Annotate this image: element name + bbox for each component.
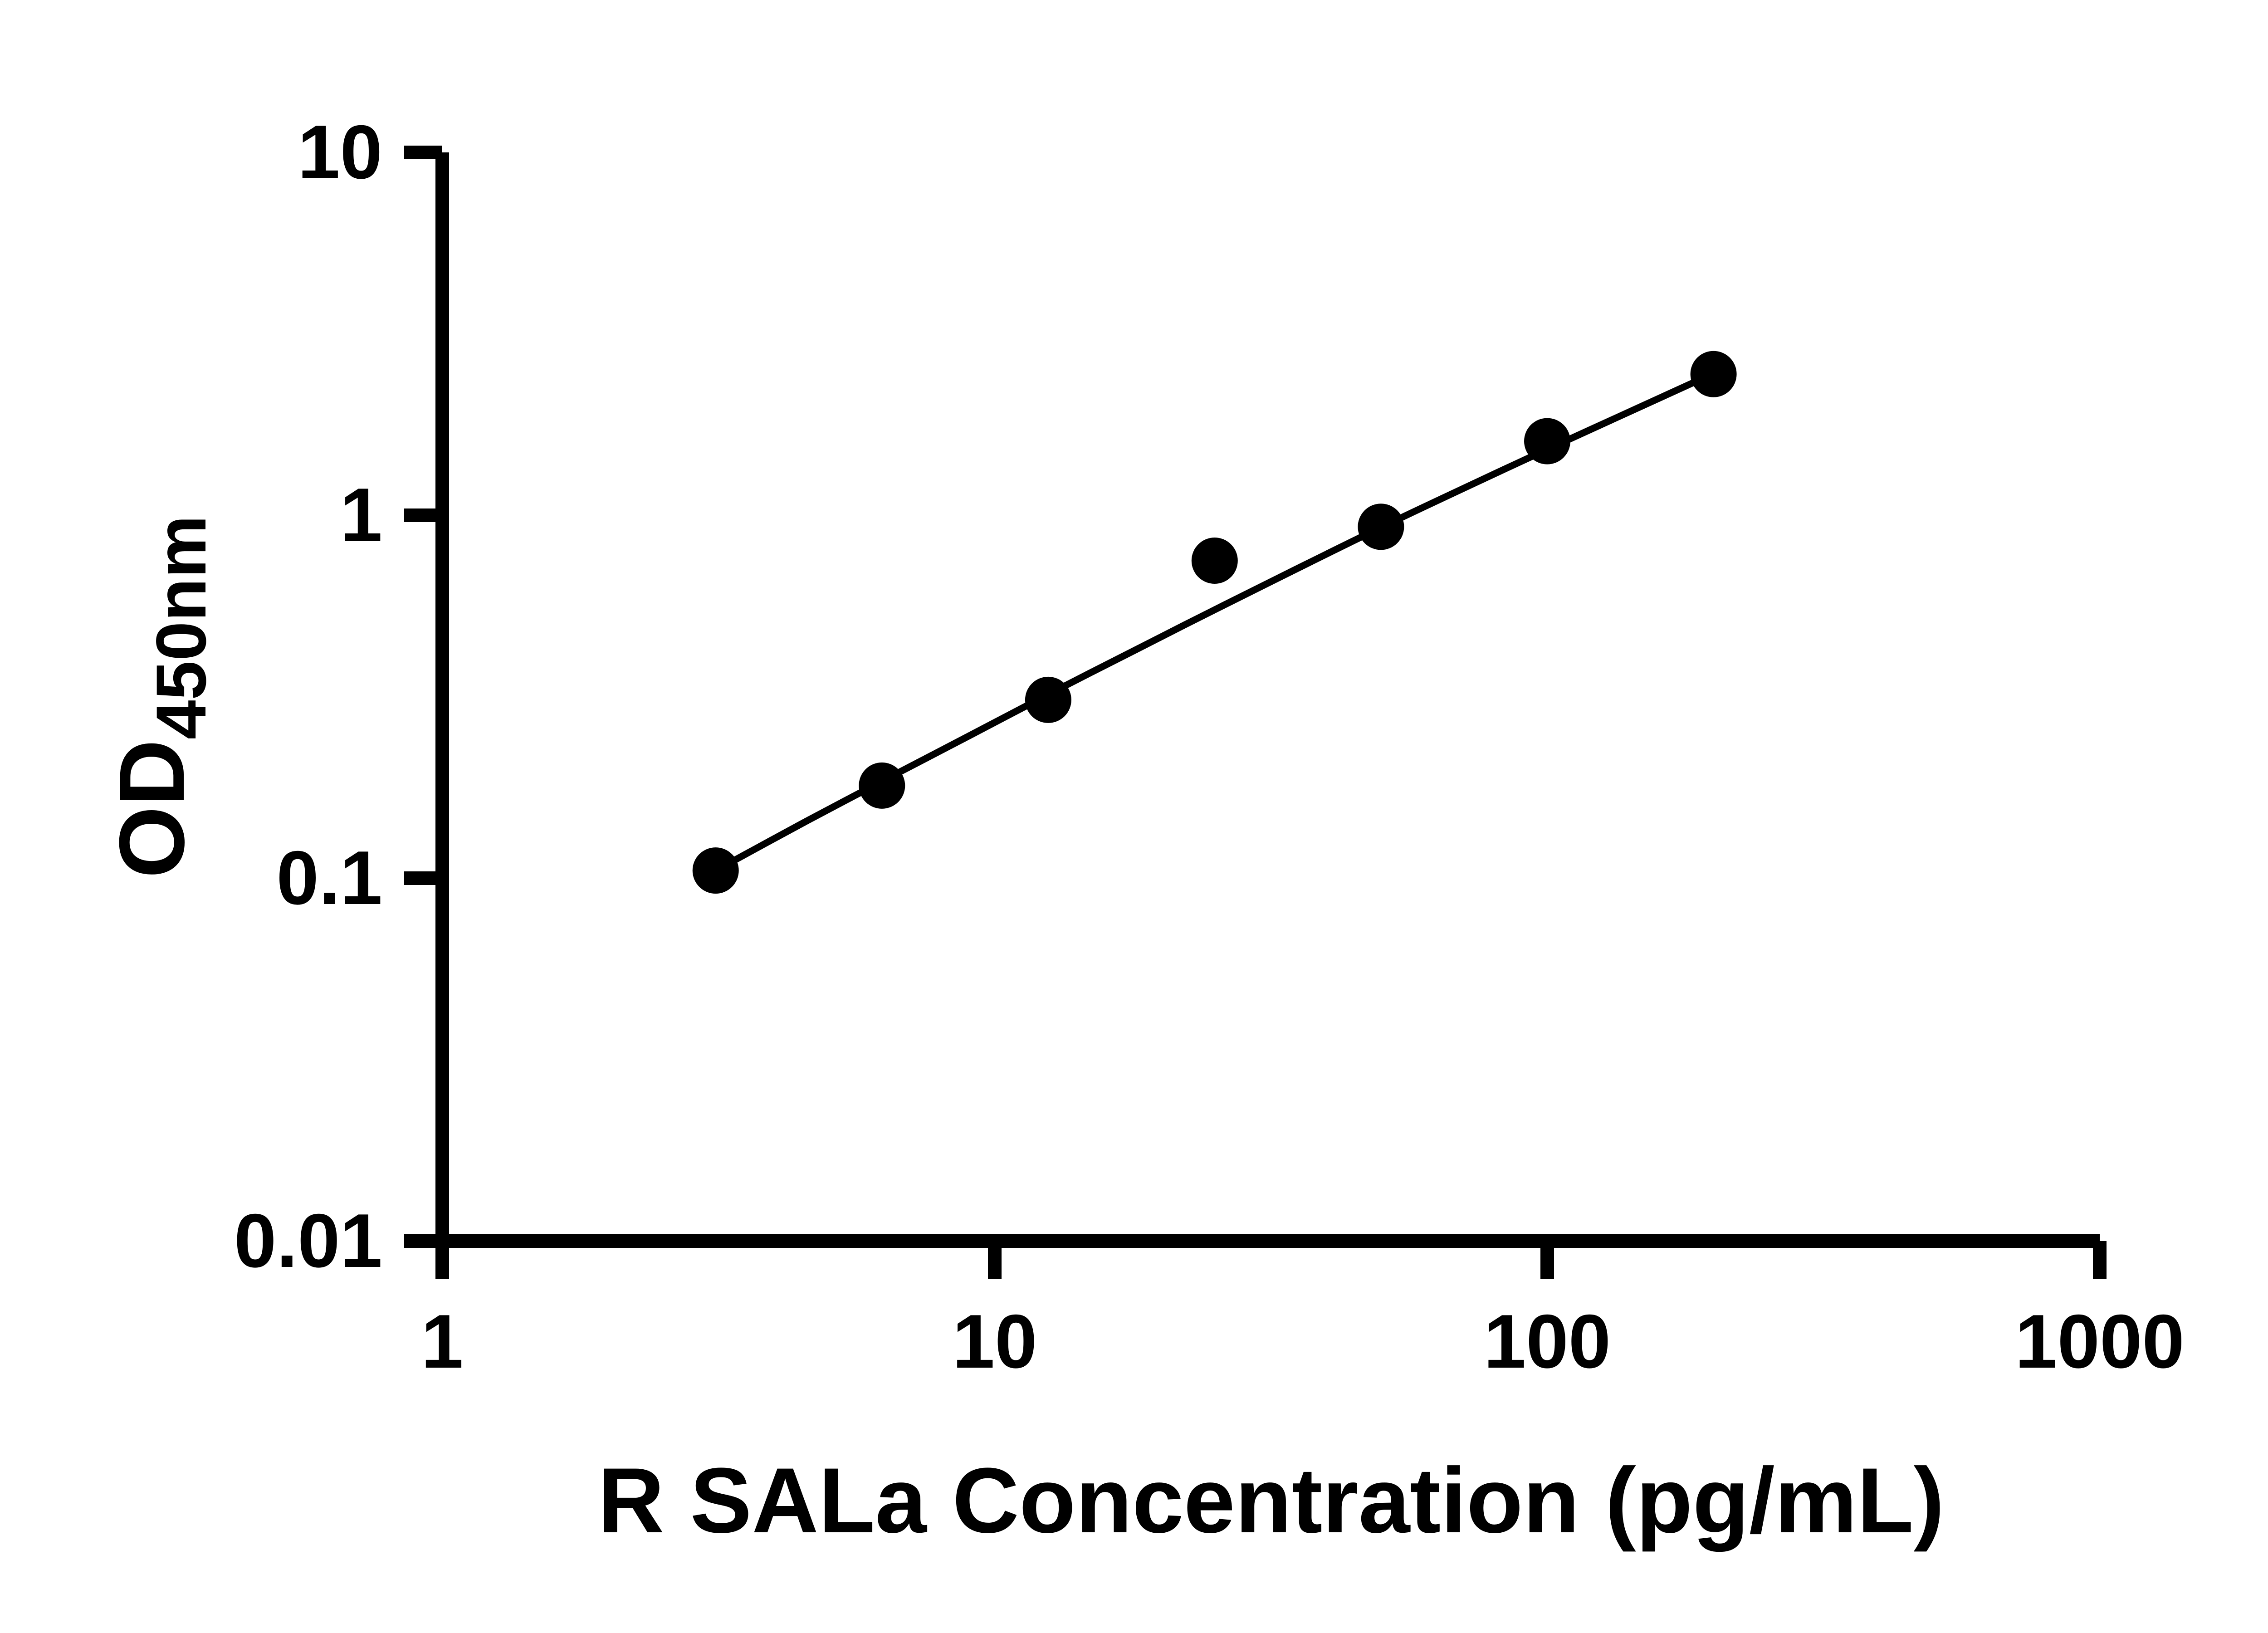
chart-root: 1 10 100 1000 0.01 0.1 1 10 [234,109,2185,1384]
y-tick-label: 1 [340,472,382,557]
data-point [692,847,739,894]
data-point [1524,418,1570,464]
axes-line [435,152,2100,1248]
x-tick-label: 10 [953,1299,1037,1384]
x-tick-label: 1 [421,1299,463,1384]
x-tick-label: 1000 [2015,1299,2185,1384]
y-axis-title: OD450nm [100,515,221,878]
y-tick-label: 0.1 [276,835,382,920]
y-tick-label: 10 [298,109,382,195]
x-axis-title: R SALa Concentration (pg/mL) [597,1449,1944,1552]
x-tick-label: 100 [1484,1299,1611,1384]
data-point [859,762,905,809]
data-point [1690,351,1737,397]
data-point [1025,676,1071,723]
y-tick-label: 0.01 [234,1198,382,1283]
data-point [1358,504,1404,550]
data-point [1191,538,1238,584]
